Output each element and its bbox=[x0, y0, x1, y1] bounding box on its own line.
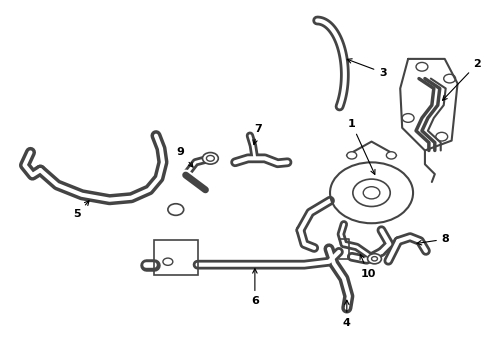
Text: 10: 10 bbox=[359, 255, 375, 279]
Text: 2: 2 bbox=[442, 59, 480, 100]
Text: 4: 4 bbox=[342, 300, 350, 328]
Circle shape bbox=[206, 156, 214, 161]
Text: 6: 6 bbox=[250, 269, 258, 306]
Circle shape bbox=[346, 152, 356, 159]
Circle shape bbox=[371, 257, 377, 261]
Text: 8: 8 bbox=[416, 234, 448, 245]
Circle shape bbox=[163, 258, 172, 265]
Text: 9: 9 bbox=[177, 148, 193, 167]
Text: 7: 7 bbox=[252, 124, 261, 145]
Text: 5: 5 bbox=[73, 201, 89, 220]
Circle shape bbox=[367, 254, 381, 264]
Circle shape bbox=[202, 153, 218, 164]
Text: 1: 1 bbox=[347, 119, 374, 174]
Text: 3: 3 bbox=[346, 59, 386, 78]
Circle shape bbox=[386, 152, 395, 159]
